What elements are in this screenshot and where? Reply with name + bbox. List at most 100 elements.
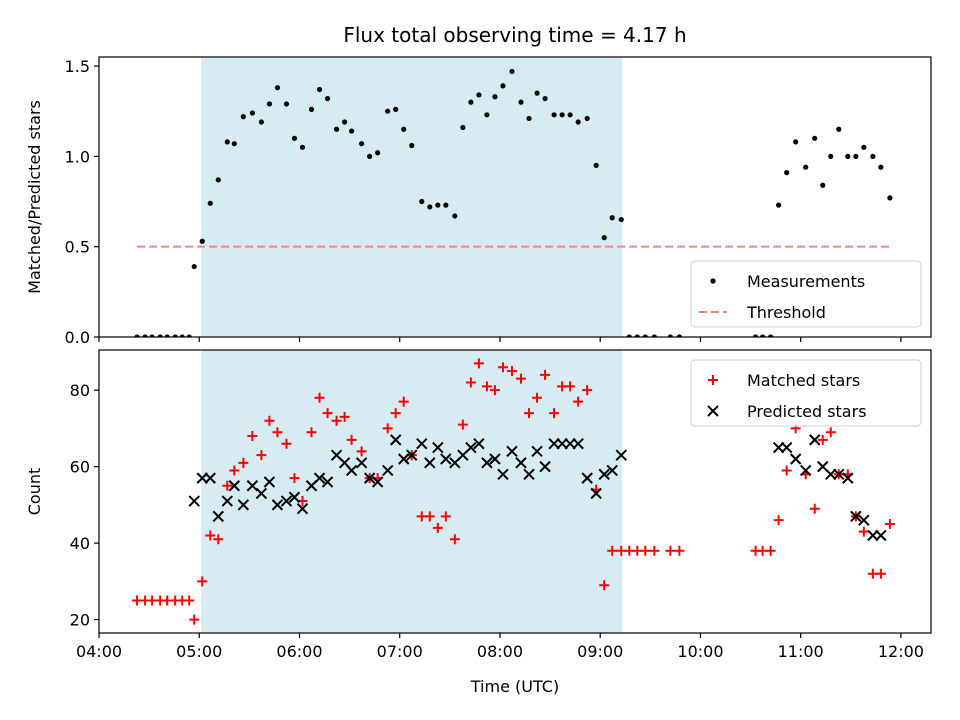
predicted-star-point <box>858 514 870 526</box>
measurement-point <box>316 86 323 93</box>
predicted-star-point <box>212 510 224 523</box>
measurement-point <box>845 153 851 159</box>
legend-label: Threshold <box>746 303 826 322</box>
predicted-star-point <box>497 468 509 480</box>
measurement-point <box>199 238 205 244</box>
measurement-point <box>419 198 425 205</box>
measurement-point <box>224 139 230 145</box>
measurement-point <box>476 92 482 98</box>
measurement-point <box>157 334 163 337</box>
matched-star-point <box>516 373 527 384</box>
measurement-point <box>500 83 506 89</box>
measurement-point <box>518 99 524 105</box>
predicted-star-point <box>424 457 436 469</box>
measurement-point <box>803 164 809 170</box>
x-tick-label: 08:00 <box>477 642 523 661</box>
matched-star-point <box>781 465 792 476</box>
matched-star-point <box>825 427 836 438</box>
y-tick-label: 80 <box>70 381 90 400</box>
measurement-point <box>593 162 599 168</box>
legend-marker <box>707 405 719 417</box>
measurement-point <box>853 153 859 159</box>
matched-star-point <box>272 427 283 438</box>
measurement-point <box>468 99 474 105</box>
matched-star-point <box>314 392 325 403</box>
measurement-point <box>526 115 532 122</box>
measurement-point <box>149 334 155 337</box>
predicted-star-point <box>481 457 493 469</box>
measurement-point <box>567 112 573 118</box>
measurement-point <box>291 135 298 141</box>
matched-star-point <box>440 511 451 522</box>
predicted-star-point <box>598 468 610 480</box>
series-predicted-stars <box>188 434 887 542</box>
predicted-star-point <box>363 472 376 484</box>
x-tick-label: 11:00 <box>778 642 824 661</box>
predicted-star-point <box>406 449 418 461</box>
matched-star-point <box>213 534 224 545</box>
measurement-point <box>609 215 615 221</box>
predicted-star-point <box>188 495 200 507</box>
measurement-point <box>509 68 515 75</box>
matched-star-point <box>773 515 784 526</box>
measurement-point <box>452 213 458 219</box>
observing-window-band <box>201 57 623 337</box>
matched-star-point <box>599 580 610 591</box>
matched-star-point <box>532 392 543 403</box>
predicted-star-point <box>539 460 551 473</box>
measurement-point <box>249 110 255 116</box>
predicted-star-point <box>263 476 276 488</box>
predicted-star-point <box>280 495 293 507</box>
matched-star-point <box>322 408 333 419</box>
matched-star-point <box>549 408 560 419</box>
y-axis-title: Matched/Predicted stars <box>25 100 44 294</box>
matched-star-point <box>306 427 317 438</box>
measurement-point <box>231 141 237 147</box>
predicted-star-point <box>590 487 602 500</box>
matched-star-point <box>264 415 275 426</box>
measurement-point <box>812 135 818 141</box>
predicted-star-point <box>875 529 887 542</box>
matched-star-point <box>607 545 618 556</box>
measurement-point <box>409 142 415 149</box>
measurement-point <box>266 101 273 107</box>
matched-star-point <box>473 358 484 369</box>
matched-star-point <box>573 396 584 407</box>
predicted-star-point <box>381 464 394 477</box>
legend-box <box>690 260 922 328</box>
predicted-star-point <box>465 441 477 454</box>
predicted-star-point <box>850 510 862 523</box>
matched-star-point <box>424 511 435 522</box>
measurement-point <box>861 144 867 150</box>
measurement-point <box>793 139 799 145</box>
legend-marker <box>708 375 718 385</box>
measurement-point <box>375 150 381 156</box>
matched-star-point <box>582 385 593 396</box>
measurement-point <box>179 334 185 337</box>
measurement-point <box>164 334 170 337</box>
predicted-star-point <box>615 449 627 461</box>
legend: Measurements Threshold <box>690 260 922 328</box>
y-tick-label: 40 <box>70 534 90 553</box>
matched-star-point <box>765 545 776 556</box>
predicted-star-point <box>440 453 452 465</box>
matched-star-point <box>457 419 468 430</box>
measurement-point <box>367 153 373 159</box>
measurement-point <box>618 216 624 223</box>
matched-star-point <box>449 534 460 545</box>
matched-star-point <box>809 503 820 514</box>
matched-star-point <box>398 396 409 407</box>
matched-star-point <box>665 545 676 556</box>
matched-star-point <box>858 526 869 537</box>
predicted-star-point <box>833 468 845 480</box>
measurement-point <box>836 126 842 132</box>
ratio-panel: 0.0 0.5 1.0 1.5 Matched/Predicted stars Measu… <box>25 56 932 347</box>
legend-label: Matched stars <box>747 371 860 390</box>
measurement-point <box>385 108 391 114</box>
matched-star-point <box>640 545 651 556</box>
measurement-point <box>274 85 281 91</box>
measurement-point <box>878 164 884 170</box>
matched-star-point <box>432 522 443 533</box>
matched-star-point <box>481 381 492 392</box>
y-tick-label: 0.5 <box>65 238 90 257</box>
